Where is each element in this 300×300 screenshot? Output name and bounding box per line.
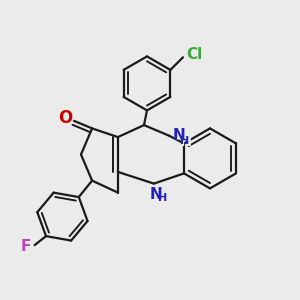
Text: N: N xyxy=(148,187,164,206)
Text: H: H xyxy=(180,136,189,146)
Text: N: N xyxy=(150,187,163,202)
Text: F: F xyxy=(18,237,31,256)
Text: O: O xyxy=(58,109,73,127)
Text: Cl: Cl xyxy=(186,47,202,62)
Text: H: H xyxy=(180,134,192,148)
Text: H: H xyxy=(157,193,169,208)
Text: N: N xyxy=(172,128,185,142)
Text: N: N xyxy=(172,125,188,145)
Text: H: H xyxy=(158,193,167,203)
Text: O: O xyxy=(57,108,74,128)
Text: Cl: Cl xyxy=(186,45,206,64)
Text: F: F xyxy=(21,239,31,254)
